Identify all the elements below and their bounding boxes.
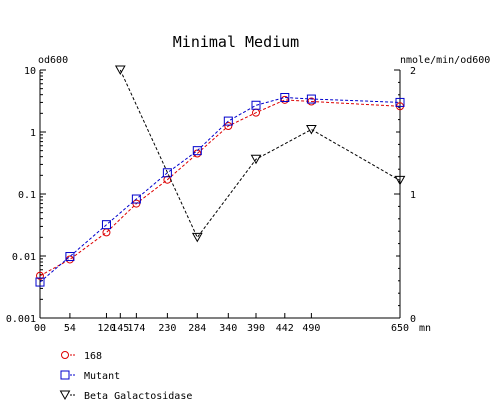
x-tick-label: 174 <box>127 323 145 334</box>
series-point-circle <box>36 271 44 280</box>
series-point-circle <box>65 255 74 264</box>
series-point-square <box>280 93 290 103</box>
series-line <box>39 99 401 277</box>
y-left-tick-label: 0.1 <box>18 190 36 201</box>
series-point-square <box>60 370 70 380</box>
series-beta-galactosidase <box>114 65 406 243</box>
legend-item: 168 <box>61 351 102 362</box>
series-point-square <box>35 277 45 287</box>
plot-area <box>35 65 406 287</box>
y-right-tick-label: 1 <box>410 190 416 201</box>
series-point-square <box>251 100 261 110</box>
x-tick-label: 442 <box>276 323 294 334</box>
x-tick-label: 120 <box>97 323 115 334</box>
y-left-tick-label: 10 <box>24 66 36 77</box>
series-line <box>39 96 401 283</box>
series-point-triangle <box>250 154 262 165</box>
x-tick-label: 490 <box>302 323 320 334</box>
legend-label: Mutant <box>84 371 120 382</box>
series-point-circle <box>61 351 69 359</box>
series-point-square <box>223 116 233 126</box>
x-tick-label: 390 <box>247 323 265 334</box>
x-tick-label: 650 <box>391 323 409 334</box>
y-axis-right-ticks: 0 1 2 <box>394 66 416 325</box>
x-tick-label: 54 <box>64 323 76 334</box>
x-tick-label: 00 <box>34 323 46 334</box>
series-point-square <box>192 146 202 156</box>
y-axis-right-label: nmole/min/od600 <box>400 55 490 66</box>
legend-item: Beta Galactosidase <box>59 390 192 402</box>
series-point-triangle <box>394 175 406 186</box>
y-axis-left-ticks: 0.001 0.01 0.1 1 10 <box>6 66 46 325</box>
series-line <box>119 69 401 239</box>
series-point-square <box>162 168 172 178</box>
legend-item: Mutant <box>60 370 120 382</box>
series-point-circle <box>193 149 202 158</box>
axes <box>39 70 401 319</box>
y-left-tick-label: 0.001 <box>6 314 36 325</box>
series-point-circle <box>224 121 233 130</box>
x-tick-label: 340 <box>219 323 237 334</box>
series-point-square <box>65 252 75 262</box>
y-left-tick-label: 1 <box>30 128 36 139</box>
series-168 <box>36 95 404 280</box>
legend-label: Beta Galactosidase <box>84 391 192 402</box>
series-point-circle <box>102 228 111 237</box>
legend-label: 168 <box>84 351 102 362</box>
series-point-square <box>101 220 111 230</box>
legend: 168 Mutant Beta Galactosidase <box>59 351 192 402</box>
y-right-tick-label: 2 <box>410 66 416 77</box>
series-point-triangle <box>191 232 203 243</box>
x-tick-label: 284 <box>188 323 206 334</box>
y-right-tick-label: 0 <box>410 314 416 325</box>
series-point-triangle <box>114 65 126 76</box>
series-point-triangle <box>306 125 317 135</box>
x-axis-label: mn <box>419 323 431 334</box>
series-point-circle <box>132 199 141 208</box>
series-mutant <box>35 93 405 287</box>
x-tick-label: 230 <box>158 323 176 334</box>
series-point-square <box>306 94 316 104</box>
y-axis-left-label: od600 <box>38 55 68 66</box>
chart-title: Minimal Medium <box>173 33 299 51</box>
series-point-triangle <box>59 390 71 401</box>
y-left-tick-label: 0.01 <box>12 252 36 263</box>
series-point-square <box>131 194 141 204</box>
series-point-square <box>395 97 405 107</box>
x-tick-label: 145 <box>111 323 129 334</box>
